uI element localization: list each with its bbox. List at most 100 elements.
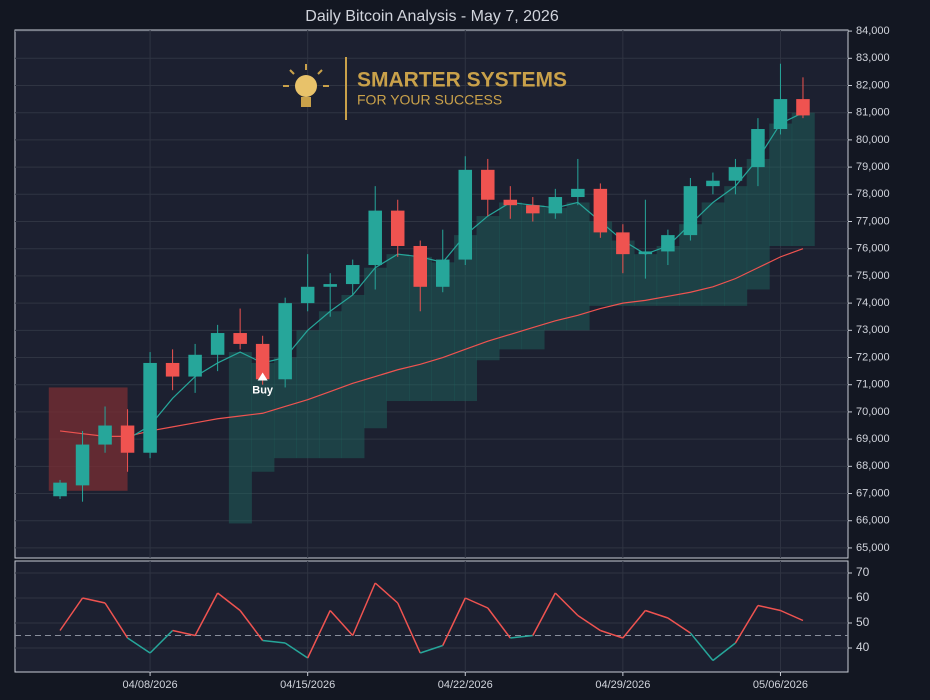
oscillator-segment [104,602,129,639]
logo-subtitle: FOR YOUR SUCCESS [357,92,502,108]
y-tick-label: 60 [856,590,870,604]
x-tick-label: 04/08/2026 [123,679,178,691]
support-band [634,254,658,306]
oscillator-segment [217,592,241,612]
oscillator-segment [464,597,489,609]
support-band [386,254,410,402]
support-band [656,245,680,306]
oscillator-segment [82,597,106,604]
support-band [679,224,703,306]
y-tick-label: 66,000 [856,515,890,527]
support-band [589,221,613,306]
y-tick-label: 74,000 [856,297,890,309]
candle-body [210,333,225,355]
y-tick-label: 79,000 [856,161,890,173]
y-tick-label: 80,000 [856,134,890,146]
candle-body [233,333,247,344]
candle-body [98,425,112,445]
oscillator-segment [487,607,511,639]
logo-title: SMARTER SYSTEMS [357,69,567,92]
oscillator-segment [59,597,84,631]
buy-label: Buy [252,384,274,396]
y-tick-label: 81,000 [856,107,890,119]
oscillator-segment [284,642,309,659]
oscillator-segment [149,629,174,654]
y-tick-label: 78,000 [856,188,890,200]
y-tick-label: 73,000 [856,324,890,336]
candle-body [345,265,360,285]
oscillator-segment [577,614,601,632]
support-band [431,262,455,402]
candle-body [481,169,495,200]
x-tick-label: 04/29/2026 [595,679,650,691]
support-band [341,294,365,459]
oscillator-segment [622,610,646,639]
oscillator-panel [14,560,849,673]
support-band [454,235,478,402]
candle-body [683,186,698,236]
candle-body [165,362,180,377]
y-tick-label: 67,000 [856,487,890,499]
y-tick-label: 70 [856,565,870,579]
candle-body [796,99,810,116]
oscillator-segment [532,592,556,636]
oscillator-segment [667,617,691,634]
y-tick-label: 69,000 [856,433,890,445]
oscillator-segment [712,642,736,662]
oscillator-segment [780,609,804,622]
logo-bulb [295,75,317,97]
y-tick-label: 65,000 [856,542,890,554]
y-tick-label: 71,000 [856,379,890,391]
support-band [273,357,297,459]
candle-body [120,425,135,453]
candle-body [458,169,473,260]
candle-body [143,362,157,453]
y-tick-label: 83,000 [856,52,890,64]
oscillator-segment [600,629,624,639]
oscillator-segment [172,629,196,637]
candle-body [368,210,382,266]
candle-body [571,188,585,198]
support-band [499,202,523,350]
logo-rays [283,64,329,87]
y-tick-label: 68,000 [856,460,890,472]
oscillator-segment [734,605,759,644]
support-band [296,330,320,459]
oscillator-segment [757,604,781,612]
candle-body [188,354,202,377]
candle-body [278,303,292,380]
candle-body [390,210,405,246]
y-tick-label: 76,000 [856,243,890,255]
candle-body [728,167,743,181]
oscillator-segment [239,610,264,641]
x-tick-label: 04/15/2026 [280,679,335,691]
oscillator-segment [352,582,376,636]
oscillator-segment [510,634,533,639]
buy-marker [257,372,268,381]
candle-body [413,245,427,287]
candle-body [526,205,540,214]
candle-body [548,197,563,214]
support-band [746,158,770,290]
oscillator-segment [194,592,219,636]
y-tick-label: 75,000 [856,270,890,282]
candle-body [661,235,675,252]
candle-body [255,343,270,380]
oscillator-segment [420,644,443,654]
candle-body [436,259,450,287]
support-band [476,216,500,361]
slow-average [59,248,804,438]
candle-body [593,188,608,233]
y-tick-label: 84,000 [856,25,890,37]
candle-body [706,180,720,187]
logo-bulb-base [301,97,311,107]
support-band [701,202,725,306]
candle-body [616,232,630,255]
oscillator-segment [306,610,331,659]
support-band [251,362,275,472]
support-band [228,352,252,524]
support-band [408,256,432,402]
x-tick-label: 04/22/2026 [438,679,493,691]
oscillator-segment [645,609,669,619]
candle-body [638,251,653,255]
